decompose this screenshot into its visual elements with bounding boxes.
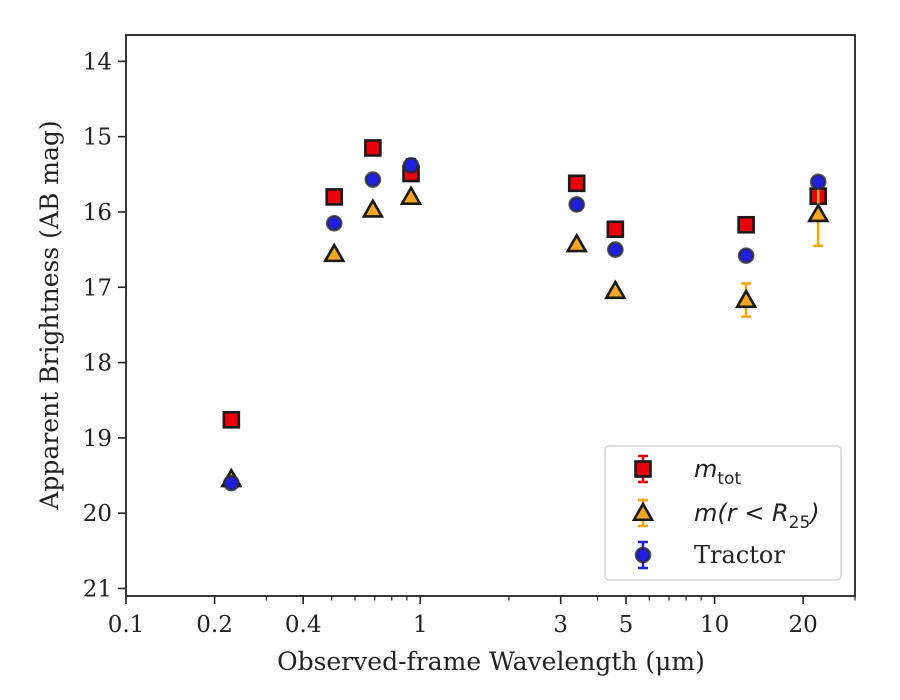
series-triangle [220, 181, 830, 488]
data-point-square [364, 139, 382, 157]
data-point-circle [809, 173, 827, 191]
data-point-circle [568, 196, 586, 213]
y-tick-label: 14 [83, 49, 112, 75]
x-tick-label: 5 [619, 612, 634, 638]
data-point-square [567, 174, 586, 193]
data-point-square [325, 188, 344, 206]
data-point-circle [737, 247, 755, 264]
data-point-circle [607, 241, 624, 258]
data-point-circle [402, 156, 420, 174]
x-axis-title: Observed-frame Wavelength (μm) [277, 647, 705, 676]
series-circle [223, 156, 827, 492]
data-point-square [737, 215, 755, 234]
plot-area [220, 139, 830, 492]
legend-marker-triangle [631, 501, 655, 522]
data-point-circle [223, 474, 240, 492]
y-axis-title: Apparent Brightness (AB mag) [35, 120, 64, 510]
data-point-square [606, 220, 625, 239]
series-square [222, 139, 828, 429]
x-tick-label: 3 [553, 612, 568, 638]
plot-frame [125, 34, 856, 597]
legend-marker-circle [634, 546, 652, 564]
x-tick-label: 20 [789, 612, 818, 638]
y-tick-label: 16 [83, 200, 112, 226]
data-point-triangle [322, 242, 346, 263]
legend-box [604, 445, 842, 581]
data-point-triangle [361, 198, 385, 218]
data-point-circle [325, 214, 343, 232]
y-tick-label: 17 [83, 275, 112, 301]
data-point-triangle [806, 202, 830, 223]
data-point-triangle [565, 232, 588, 253]
x-tick-label: 10 [700, 612, 729, 638]
x-tick-label: 0.2 [196, 612, 233, 638]
axes: 0.1 0.2 0.4 1 3 5 10 20 14 15 16 17 18 19 20 21 [83, 34, 856, 638]
data-point-triangle [399, 185, 423, 205]
legend-marker-square [634, 460, 652, 478]
y-tick-label: 20 [83, 501, 112, 527]
data-point-square [222, 410, 241, 429]
y-tick-label: 15 [83, 125, 112, 151]
data-point-triangle [604, 279, 627, 300]
y-tick-label: 21 [83, 576, 112, 602]
x-tick-label: 0.4 [285, 612, 322, 638]
data-point-triangle [734, 288, 758, 309]
y-tick-label: 19 [83, 426, 112, 452]
legend-entry-circle: Tractor [634, 540, 785, 570]
x-tick-label: 1 [413, 612, 428, 638]
legend-label: Tractor [694, 541, 785, 569]
x-tick-label: 0.1 [108, 612, 145, 638]
data-point-circle [364, 171, 382, 188]
y-tick-label: 18 [83, 351, 112, 377]
